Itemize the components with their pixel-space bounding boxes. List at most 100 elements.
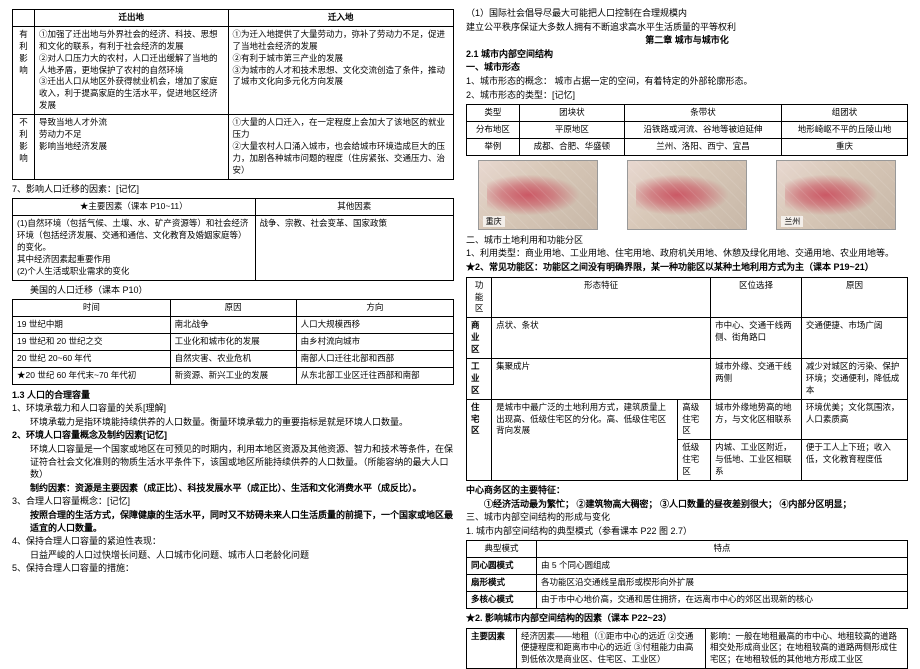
p: 按照合理的生活方式，保障健康的生活水平，同时又不妨碍未来人口生活质量的前提下，一… — [12, 509, 454, 534]
th-reason: 原因 — [170, 300, 296, 317]
c: 人口大规模西移 — [296, 317, 453, 334]
p: ①经济活动最为繁忙； ②建筑物高大稠密； ③人口数量的昼夜差别很大； ④内部分区… — [466, 498, 908, 511]
c: 沿铁路或河流、谷地等被迫延伸 — [624, 122, 781, 139]
p: 二、城市土地利用和功能分区 — [466, 234, 908, 247]
p: 1、利用类型：商业用地、工业用地、住宅用地、政府机关用地、休憩及绿化用地、交通用… — [466, 247, 908, 260]
th: 区位选择 — [711, 277, 802, 318]
c: 分布地区 — [467, 122, 520, 139]
c: 19 世纪和 20 世纪之交 — [13, 333, 171, 350]
p: 2、城市形态的类型：[记忆] — [466, 89, 908, 102]
c: 环境优美；文化氛围浓，人口素质高 — [801, 399, 907, 440]
cell-main-factors: (1)自然环境（包括气候、土壤、水、矿产资源等）和社会经济环境（包括经济发展、交… — [13, 216, 256, 280]
th: 原因 — [801, 277, 907, 318]
row-good-label: 有利影响 — [13, 26, 35, 114]
th-time: 时间 — [13, 300, 171, 317]
section-1-3: 1.3 人口的合理容量 — [12, 389, 454, 402]
cell-other-factors: 战争、宗教、社会变革、国家政策 — [255, 216, 453, 280]
c: 经济因素——地租（①距市中心的远近 ②交通便捷程度和距离市中心的远近 ③付租能力… — [517, 628, 706, 669]
p: 2、环境人口容量概念及制约因素[记忆] — [12, 429, 454, 442]
map-label: 兰州 — [781, 216, 803, 227]
th-other: 其他因素 — [255, 199, 453, 216]
cell-good-in: ①为迁入地提供了大量劳动力，弥补了劳动力不足，促进了当地社会经济的发展 ②有利于… — [228, 26, 453, 114]
th-main: ★主要因素（课本 P10~11） — [13, 199, 256, 216]
table-economic-factors: 主要因素 经济因素——地租（①距市中心的远近 ②交通便捷程度和距离市中心的远近 … — [466, 628, 908, 669]
th: 组团状 — [782, 105, 908, 122]
map-lanzhou: 兰州 — [776, 160, 896, 230]
c: 扇形模式 — [467, 575, 537, 592]
c: 点状、条状 — [492, 318, 711, 359]
p-factors-title: 7、影响人口迁移的因素：[记忆] — [12, 183, 454, 196]
c: 低级住宅区 — [678, 440, 711, 481]
p: 一、城市形态 — [466, 61, 908, 74]
c: 主要因素 — [467, 628, 517, 669]
c: 商业区 — [467, 318, 492, 359]
c: 交通便捷、市场广阔 — [801, 318, 907, 359]
p: （1）国际社会倡导尽最大可能把人口控制在合理规模内 — [466, 7, 908, 20]
c: 由于市中心地价高，交通和居住拥挤，在远离市中心的郊区出现新的核心 — [537, 592, 908, 609]
c: 自然灾害、农业危机 — [170, 350, 296, 367]
c: 便于工人上下班；收入低，文化教育程度低 — [801, 440, 907, 481]
th: 特点 — [537, 541, 908, 558]
c: 地形崎岖不平的丘陵山地 — [782, 122, 908, 139]
th: 形态特征 — [492, 277, 711, 318]
p: 制约因素：资源是主要因素（成正比）、科技发展水平（成正比）、生活和文化消费水平（… — [12, 482, 454, 495]
map-illustrations: 重庆 兰州 — [466, 160, 908, 230]
p: 1、城市形态的概念： 城市占据一定的空间，有着特定的外部轮廓形态。 — [466, 75, 908, 88]
c: 新资源、新兴工业的发展 — [170, 367, 296, 384]
c: 减少对城区的污染、保护环境；交通便利，降低成本 — [801, 358, 907, 399]
table-function-zones: 功能区 形态特征 区位选择 原因 商业区 点状、条状 市中心、交通干线两侧、街角… — [466, 277, 908, 481]
th: 功能区 — [467, 277, 492, 318]
c: 兰州、洛阳、西宁、宜昌 — [624, 138, 781, 155]
c: 多核心模式 — [467, 592, 537, 609]
c: 从东北部工业区迁往西部和南部 — [296, 367, 453, 384]
row-bad-label: 不利影响 — [13, 115, 35, 179]
p-us-migration: 美国的人口迁移（课本 P10） — [12, 284, 454, 297]
cell-bad-out: 导致当地人才外流 劳动力不足 影响当地经济发展 — [35, 115, 229, 179]
th-out: 迁出地 — [35, 10, 229, 27]
p: ★2. 影响城市内部空间结构的因素（课本 P22~23） — [466, 612, 908, 625]
p: 4、保持合理人口容量的紧迫性表现： — [12, 535, 454, 548]
th: 条带状 — [624, 105, 781, 122]
p: 环境人口容量是一个国家或地区在可预见的时期内，利用本地区资源及其他资源、智力和技… — [12, 443, 454, 481]
c: 南北战争 — [170, 317, 296, 334]
th-in: 迁入地 — [228, 10, 453, 27]
c: 城市外缘、交通干线两侧 — [711, 358, 802, 399]
c: 南部人口迁往北部和西部 — [296, 350, 453, 367]
table-migration-effects: 迁出地 迁入地 有利影响 ①加强了迁出地与外界社会的经济、科技、思想和文化的联系… — [12, 9, 454, 180]
table-factors: ★主要因素（课本 P10~11） 其他因素 (1)自然环境（包括气候、土壤、水、… — [12, 198, 454, 280]
chapter-title: 第二章 城市与城市化 — [466, 34, 908, 47]
c: 内城、工业区附近，与低地、工业区相联系 — [711, 440, 802, 481]
table-city-shapes: 类型 团块状 条带状 组团状 分布地区 平原地区 沿铁路或河流、谷地等被迫延伸 … — [466, 104, 908, 156]
p: ★2、常见功能区：功能区之间没有明确界限，某一种功能区以某种土地利用方式为主（课… — [466, 261, 908, 274]
p: 建立公平秩序保证大多数人拥有不断追求高水平生活质量的平等权利 — [466, 21, 908, 34]
table-us-migration: 时间 原因 方向 19 世纪中期南北战争人口大规模西移 19 世纪和 20 世纪… — [12, 299, 454, 384]
c: 重庆 — [782, 138, 908, 155]
th: 典型模式 — [467, 541, 537, 558]
p: 环境承载力是指环境能持续供养的人口数量。衡量环境承载力的重要指标是就是环境人口数… — [12, 416, 454, 429]
p: 中心商务区的主要特征： — [466, 484, 908, 497]
c: 平原地区 — [519, 122, 624, 139]
left-column: 迁出地 迁入地 有利影响 ①加强了迁出地与外界社会的经济、科技、思想和文化的联系… — [6, 6, 460, 644]
c: 同心圆模式 — [467, 558, 537, 575]
c: 工业化和城市化的发展 — [170, 333, 296, 350]
c: 城市外缘地势高的地方，与文化区相联系 — [711, 399, 802, 440]
map-middle — [627, 160, 747, 230]
p: 3、合理人口容量概念：[记忆] — [12, 495, 454, 508]
c: 市中心、交通干线两侧、街角路口 — [711, 318, 802, 359]
c: 20 世纪 20~60 年代 — [13, 350, 171, 367]
th: 团块状 — [519, 105, 624, 122]
c: 住宅区 — [467, 399, 492, 480]
th-dir: 方向 — [296, 300, 453, 317]
c: 工业区 — [467, 358, 492, 399]
table-models: 典型模式 特点 同心圆模式由 5 个同心圆组成 扇形模式各功能区沿交通线呈扇形或… — [466, 540, 908, 609]
c: 由 5 个同心圆组成 — [537, 558, 908, 575]
p: 1. 城市内部空间结构的典型模式（参看课本 P22 图 2.7） — [466, 525, 908, 538]
p: 5、保持合理人口容量的措施： — [12, 562, 454, 575]
section-2-1: 2.1 城市内部空间结构 — [466, 48, 908, 61]
c: 由乡村流向城市 — [296, 333, 453, 350]
cell-good-out: ①加强了迁出地与外界社会的经济、科技、思想和文化的联系，有利于社会经济的发展 ②… — [35, 26, 229, 114]
c: 集聚成片 — [492, 358, 711, 399]
c: 成都、合肥、华盛顿 — [519, 138, 624, 155]
cell-bad-in: ①大量的人口迁入，在一定程度上会加大了该地区的就业压力 ②大量农村人口涌入城市，… — [228, 115, 453, 179]
c: 是城市中最广泛的土地利用方式，建筑质量上出现高、低级住宅区的分化。高、低级住宅区… — [492, 399, 678, 480]
